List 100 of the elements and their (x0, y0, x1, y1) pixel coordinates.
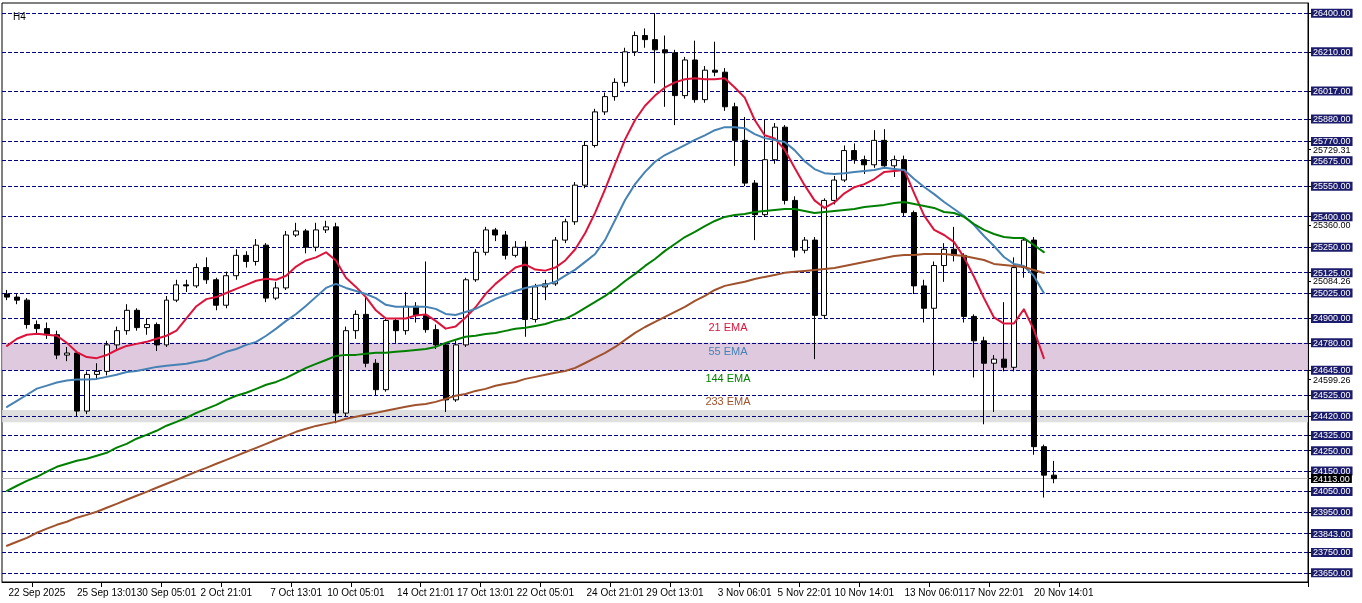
candlestick (313, 222, 319, 252)
candlestick (233, 248, 239, 281)
candlestick (393, 317, 399, 344)
y-tick-label: 25025.00 (1313, 288, 1351, 299)
text: 144 EMA (705, 372, 752, 384)
candlestick (193, 263, 199, 289)
x-tick-label: 22 Oct 05:01 (516, 586, 575, 598)
x-tick-label: 14 Oct 21:01 (397, 586, 455, 598)
candlestick (84, 370, 90, 415)
line-series (5, 77, 1045, 360)
y-tick-label: 25360.00 (1313, 219, 1351, 230)
candlestick (64, 346, 70, 362)
candlestick (492, 227, 498, 242)
candlestick (243, 250, 249, 269)
candlestick (104, 340, 110, 376)
candlestick (373, 358, 379, 397)
candlestick (702, 65, 708, 104)
candlestick (732, 102, 738, 167)
line-series (5, 126, 1045, 408)
candlestick (602, 92, 608, 116)
x-tick-label: 24 Oct 21:01 (586, 586, 645, 598)
candlestick (423, 260, 429, 334)
candlestick (14, 293, 20, 305)
text: 21 EMA (708, 321, 749, 333)
candlestick (1051, 460, 1057, 484)
candlestick (1021, 236, 1027, 279)
candlestick (1031, 236, 1037, 456)
candlestick (144, 317, 150, 336)
candlestick (841, 144, 847, 183)
x-tick-label: 22 Sep 2025 (8, 586, 66, 598)
y-tick-label: 23650.00 (1313, 567, 1351, 578)
y-tick-label: 25125.00 (1313, 267, 1351, 278)
candlestick (871, 129, 877, 169)
x-tick-label: 2 Oct 21:01 (200, 586, 253, 598)
candlestick (961, 252, 967, 324)
y-tick-label: 25770.00 (1313, 136, 1351, 147)
candlestick (981, 336, 987, 425)
candlestick (363, 295, 369, 368)
y-tick-label: 24420.00 (1313, 411, 1351, 422)
candlestick (692, 40, 698, 104)
candlestick (164, 295, 169, 348)
candlestick (622, 47, 628, 87)
candlestick (762, 119, 768, 218)
candlestick (552, 236, 558, 287)
line-series (5, 252, 1045, 547)
candlestick (722, 67, 728, 112)
y-tick-label: 25250.00 (1313, 242, 1351, 253)
line-series (5, 201, 1045, 492)
y-tick-label: 24325.00 (1313, 430, 1351, 441)
candlestick (1001, 301, 1007, 372)
y-tick-label: 23750.00 (1313, 547, 1351, 558)
candlestick (802, 236, 808, 254)
candlestick (851, 142, 857, 165)
candlestick (532, 283, 538, 324)
candlestick (792, 195, 798, 258)
candlestick (433, 324, 439, 350)
candlestick (94, 362, 100, 380)
y-tick-label: 25550.00 (1313, 181, 1351, 192)
y-tick-label: 25880.00 (1313, 114, 1351, 124)
y-tick-label: 25729.31 (1313, 144, 1351, 155)
candlestick (263, 242, 269, 303)
candlestick (931, 260, 937, 376)
candlestick (333, 222, 339, 424)
candlestick (662, 35, 668, 108)
candlestick (512, 240, 518, 258)
y-tick-label: 24645.00 (1313, 365, 1351, 376)
candlestick (861, 155, 867, 175)
candlestick (911, 210, 917, 295)
candlestick (343, 326, 349, 417)
candlestick (572, 181, 578, 226)
candlestick (463, 277, 469, 348)
candlestick (782, 124, 788, 205)
y-tick-label: 26017.00 (1313, 86, 1351, 97)
y-tick-label: 25400.00 (1313, 211, 1351, 222)
x-tick-label: 29 Oct 13:01 (646, 586, 705, 598)
y-tick-label: 24599.26 (1313, 374, 1351, 385)
candlestick (114, 326, 120, 350)
candlestick (173, 279, 179, 303)
y-tick-label: 24900.00 (1313, 313, 1351, 324)
y-tick-label: 24780.00 (1313, 337, 1351, 348)
y-tick-label: 24050.00 (1313, 486, 1351, 497)
candlestick (672, 49, 678, 126)
candlestick (682, 56, 688, 100)
text: 55 EMA (708, 345, 749, 357)
candlestick (383, 317, 389, 393)
candlestick (971, 313, 977, 378)
candlestick (483, 226, 489, 256)
candlestick (253, 238, 259, 267)
candlestick (223, 271, 229, 309)
candlestick (652, 12, 658, 84)
candlestick (283, 230, 289, 291)
y-tick-label: 24250.00 (1313, 445, 1351, 456)
candlestick (34, 319, 40, 336)
y-tick-label: 24113.00 (1313, 473, 1350, 484)
candlestick (821, 197, 827, 319)
x-tick-label: 10 Oct 05:01 (327, 586, 385, 598)
candlestick (881, 128, 887, 169)
candlestick (612, 77, 618, 102)
candlestick (453, 340, 459, 403)
x-tick-label: 13 Nov 06:01 (904, 586, 965, 598)
